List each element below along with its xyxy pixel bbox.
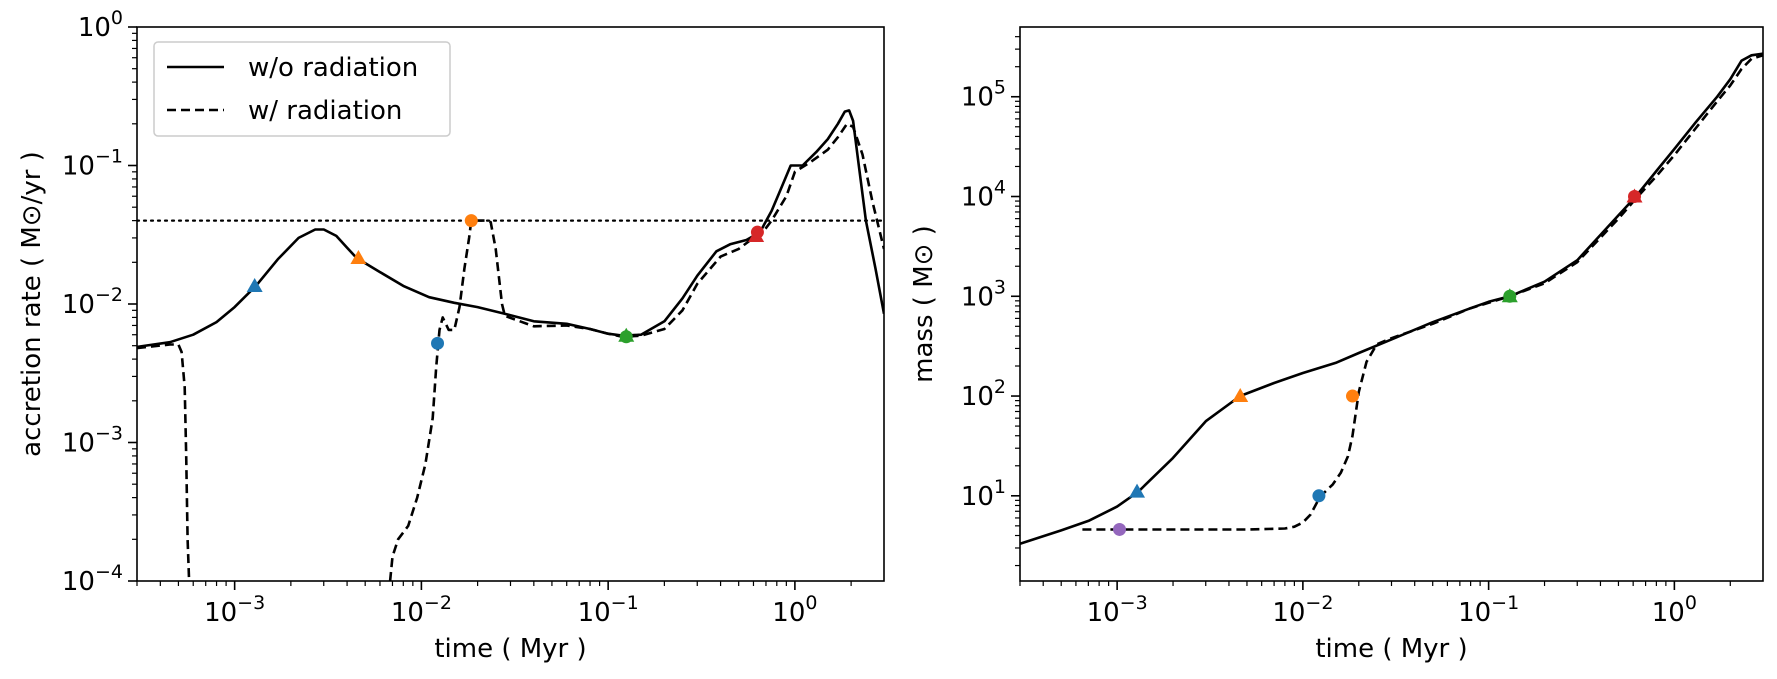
legend-box [153,41,451,137]
x-tick-label: 10−2 [391,592,452,628]
marker-circle [431,336,445,350]
marker-triangle [350,249,367,264]
marker-triangle [1232,388,1249,403]
y-tick-label: 10−1 [62,146,123,182]
x-tick-label: 10−1 [578,592,639,628]
legend: w/o radiation w/ radiation [153,41,451,137]
marker-circle [1503,289,1517,303]
y-tick-label: 101 [961,476,1006,512]
x-tick-label: 100 [1652,592,1697,628]
marker-circle [1312,489,1326,503]
marker-triangle [1129,483,1146,498]
plot-area [137,109,884,581]
marker-circle [1346,389,1360,403]
y-tick-label: 100 [78,7,123,43]
x-tick-label: 10−3 [204,592,265,628]
marker-circle [1627,190,1641,204]
y-tick-label: 103 [961,276,1006,312]
y-tick-label: 102 [961,376,1006,412]
marker-triangle [246,277,263,292]
y-tick-label: 104 [961,177,1006,213]
marker-circle [619,330,633,344]
y-tick-label: 10−3 [62,423,123,459]
marker-circle [464,214,478,228]
series-without-radiation-line [137,109,884,349]
accretion-rate-panel: 10−3 10−2 10−1 100 10−4 10−3 10−2 10−1 100 time (… [17,7,885,664]
y-axis-label: accretion rate ( M⊙/yr ) [17,151,47,457]
legend-label: w/o radiation [248,53,418,83]
mass-panel: 10−3 10−2 10−1 100 101 102 103 104 105 time ( Myr… [909,26,1764,664]
legend-label: w/ radiation [248,96,402,126]
y-tick-label: 10−2 [62,284,123,320]
y-tick-label: 105 [961,77,1006,113]
x-axis-label: time ( Myr ) [1315,634,1467,664]
y-tick-label: 10−4 [62,561,123,597]
marker-circle [1113,522,1127,536]
marker-circle [750,225,764,239]
x-axis-label: time ( Myr ) [434,634,586,664]
y-axis-label: mass ( M⊙ ) [909,225,939,383]
x-tick-label: 10−3 [1087,592,1148,628]
plot-area [1020,52,1763,546]
x-tick-label: 10−2 [1272,592,1333,628]
x-tick-label: 10−1 [1458,592,1519,628]
x-tick-label: 100 [772,592,817,628]
series-with-radiation-line [1082,54,1763,531]
series-with-radiation-line [137,343,191,581]
